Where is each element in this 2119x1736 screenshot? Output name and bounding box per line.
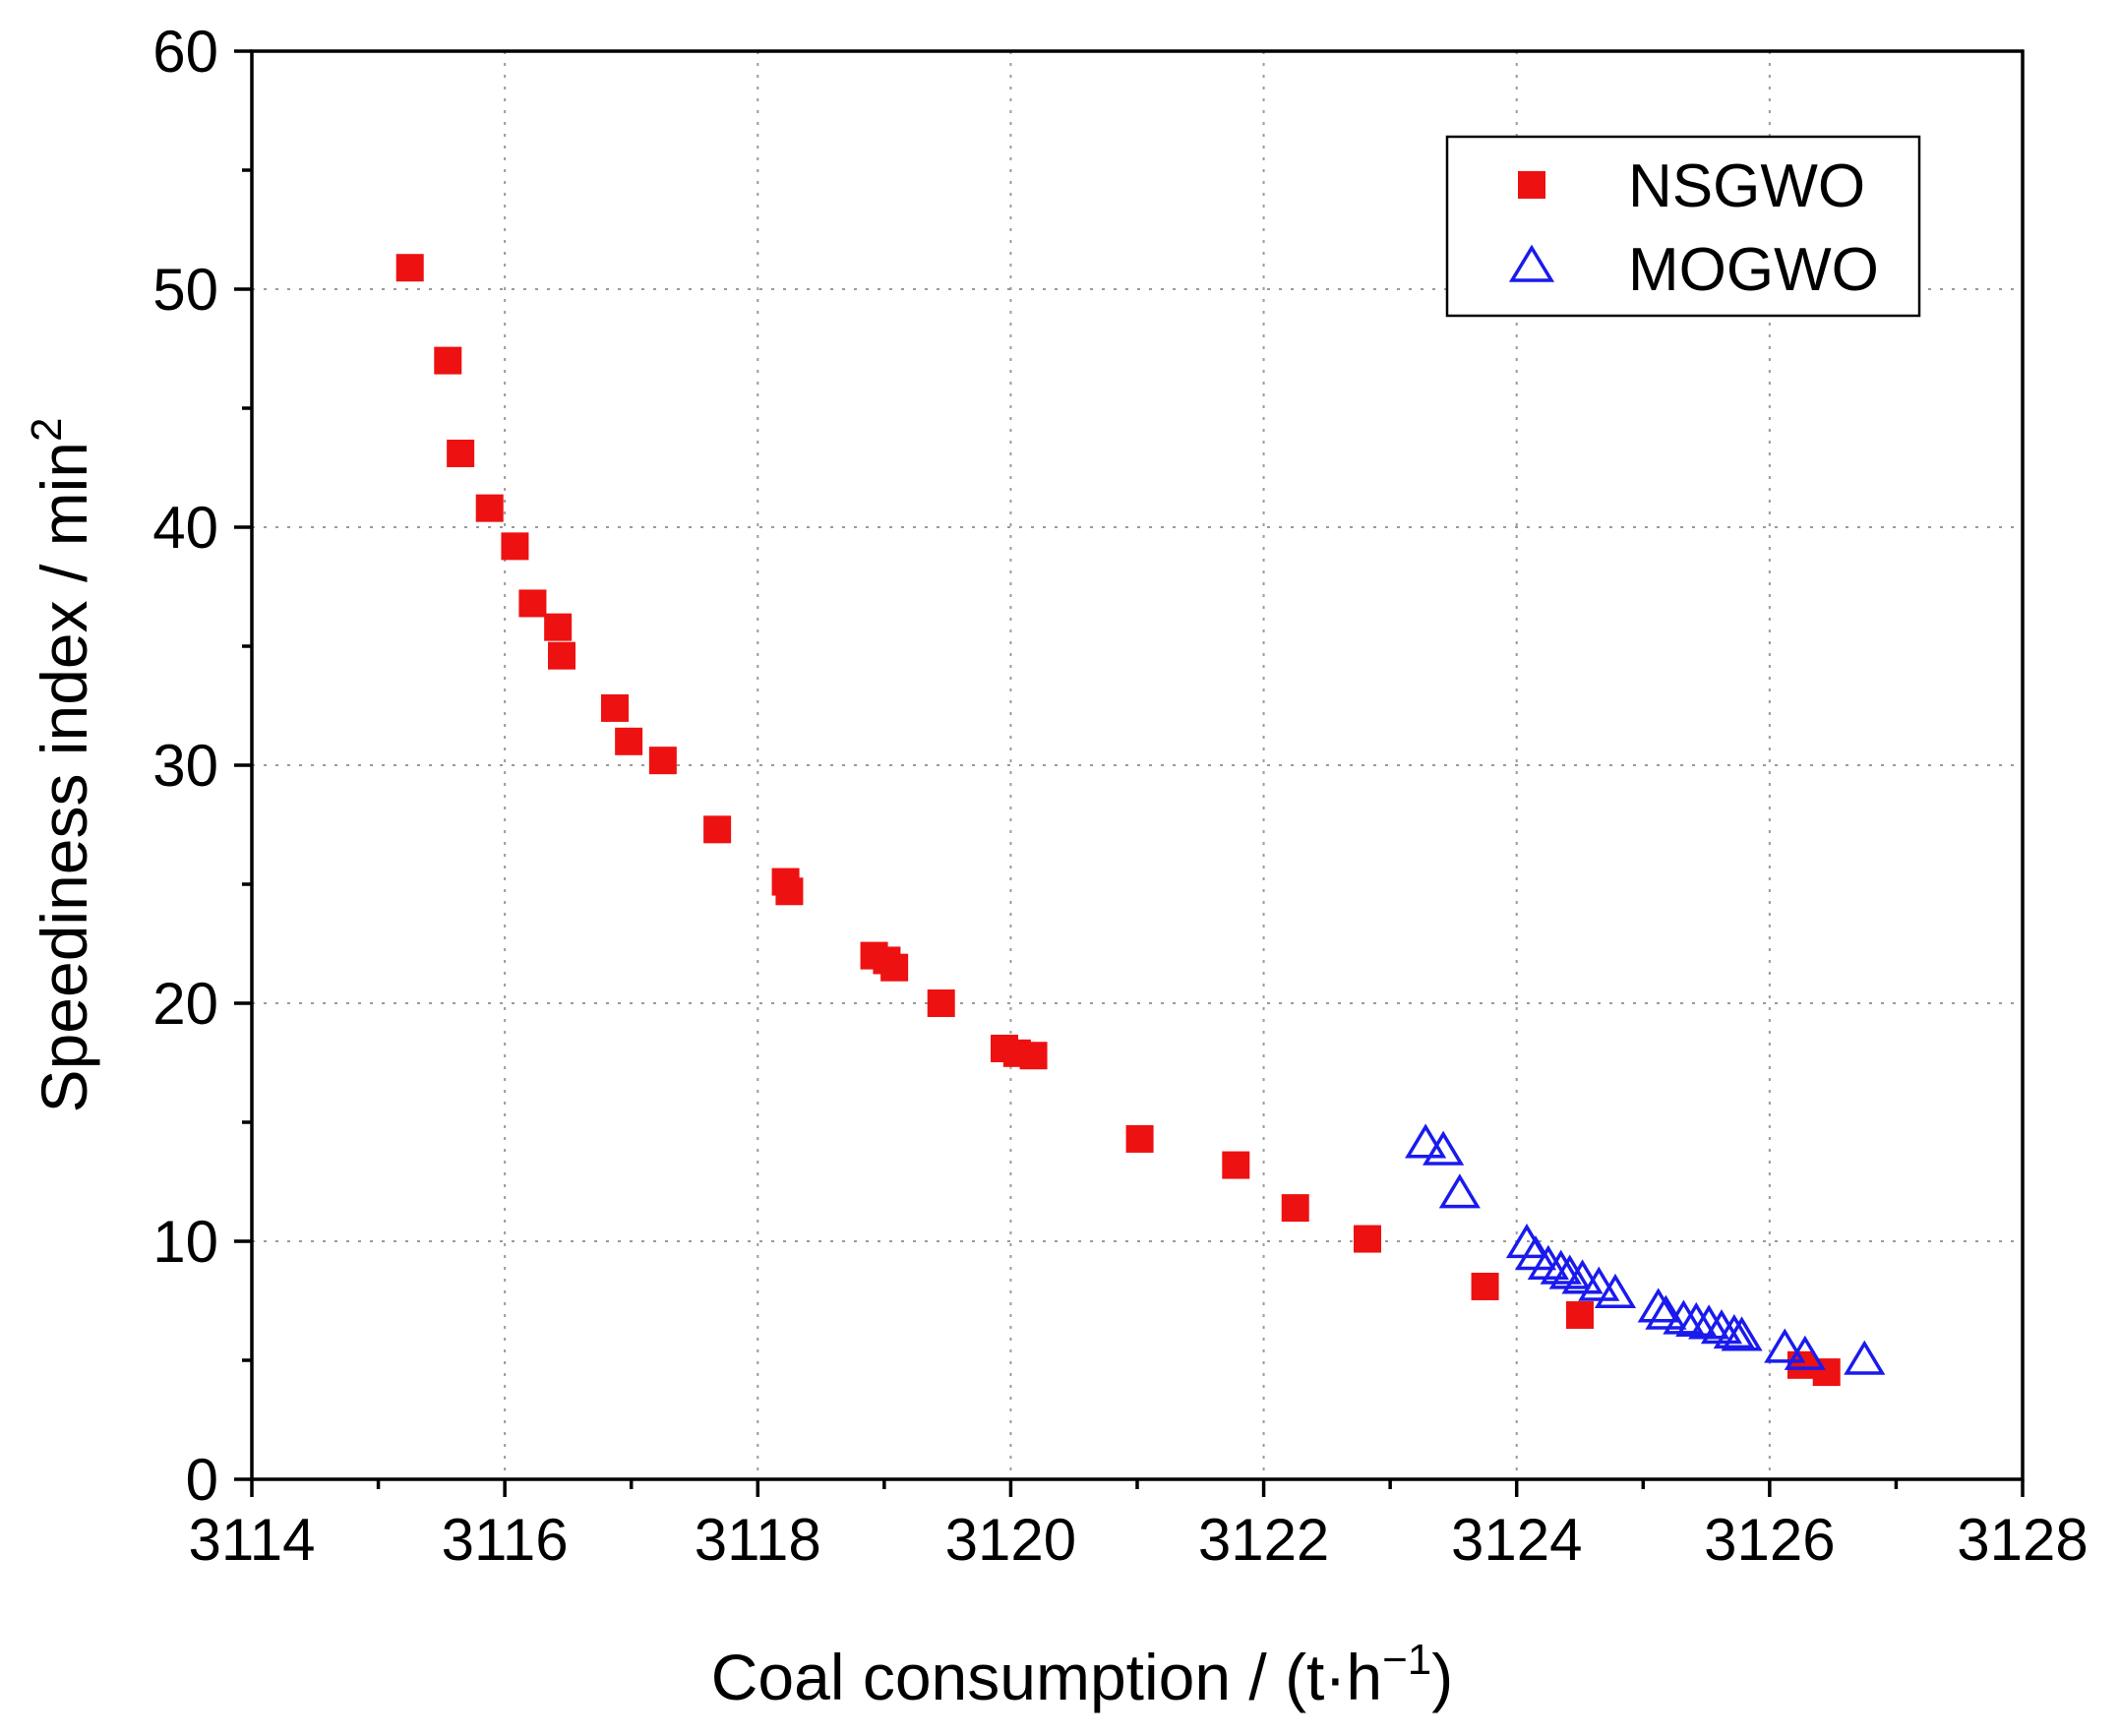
data-point-mogwo [1844,1340,1886,1375]
data-point-nsgwo [880,953,909,982]
data-point-nsgwo [475,494,504,522]
data-point-mogwo [1438,1173,1481,1209]
x-tick-label: 3122 [1198,1507,1329,1573]
data-point-nsgwo [544,613,573,641]
data-points [395,254,1886,1387]
legend: NSGWO MOGWO [1445,135,1921,318]
y-tick-label: 60 [152,19,218,85]
data-point-mogwo [1663,1299,1705,1335]
y-tick-label: 0 [186,1447,218,1513]
data-point-nsgwo [1354,1225,1381,1253]
data-point-nsgwo [648,747,677,775]
data-point-nsgwo [703,815,732,844]
x-tick-label: 3128 [1957,1507,2088,1573]
data-point-nsgwo [395,254,424,282]
x-tick-label: 3114 [188,1507,315,1573]
x-tick-labels: 3114 3116 3118 3120 3122 3124 3126 3128 [188,1507,2088,1573]
data-point-nsgwo [615,727,643,755]
legend-marker-mogwo [1508,244,1555,282]
data-point-nsgwo [1125,1124,1154,1153]
legend-box [1445,135,1921,318]
data-point-nsgwo [1787,1350,1815,1379]
data-point-nsgwo [1471,1272,1499,1300]
data-point-mogwo [1423,1130,1465,1166]
data-point-nsgwo [1812,1358,1841,1387]
data-point-nsgwo [601,693,629,722]
legend-marker-nsgwo [1518,171,1545,199]
plot-frame [250,49,2025,1481]
data-point-mogwo [1548,1254,1591,1289]
series-nsgwo [395,254,1841,1387]
data-point-nsgwo [775,877,804,906]
data-point-mogwo [1527,1244,1569,1280]
data-point-nsgwo [518,589,547,618]
data-point-nsgwo [447,439,475,467]
data-point-mogwo [1578,1266,1620,1301]
data-point-mogwo [1675,1301,1718,1338]
x-tick-label: 3120 [945,1507,1076,1573]
legend-label-nsgwo: NSGWO [1628,152,1865,220]
y-tick-labels: 0 10 20 30 40 50 60 [152,19,218,1513]
data-point-mogwo [1688,1304,1730,1340]
data-point-nsgwo [927,989,955,1017]
x-tick-label: 3118 [695,1507,821,1573]
data-point-nsgwo [501,532,529,561]
y-tick-label: 30 [152,733,218,799]
x-tick-label: 3116 [442,1507,569,1573]
data-point-mogwo [1713,1313,1755,1349]
data-point-mogwo [1540,1249,1582,1285]
data-point-mogwo [1594,1273,1637,1308]
data-point-mogwo [1784,1335,1826,1370]
y-tick-label: 50 [152,257,218,323]
data-point-mogwo [1700,1309,1743,1345]
data-point-nsgwo [1019,1042,1048,1070]
data-point-mogwo [1764,1328,1806,1363]
data-point-mogwo [1561,1259,1604,1294]
series-mogwo [1405,1123,1886,1375]
data-point-nsgwo [1566,1301,1594,1330]
data-point-mogwo [1721,1316,1763,1351]
y-tick-label: 10 [152,1209,218,1275]
legend-label-mogwo: MOGWO [1628,236,1879,304]
x-tick-label: 3124 [1451,1507,1582,1573]
y-tick-label: 20 [152,971,218,1037]
data-point-nsgwo [1222,1151,1250,1179]
axis-ticks [234,49,2025,1497]
data-point-mogwo [1637,1287,1679,1323]
x-tick-label: 3126 [1704,1507,1835,1573]
y-axis-label: Speediness index / min2 [23,418,100,1113]
data-point-mogwo [1405,1123,1447,1159]
data-point-mogwo [1645,1294,1687,1330]
data-point-nsgwo [548,641,575,670]
data-point-nsgwo [434,346,462,375]
x-axis-label: Coal consumption / (t·h−1) [711,1636,1453,1713]
data-point-nsgwo [1281,1194,1309,1223]
y-tick-label: 40 [152,495,218,561]
